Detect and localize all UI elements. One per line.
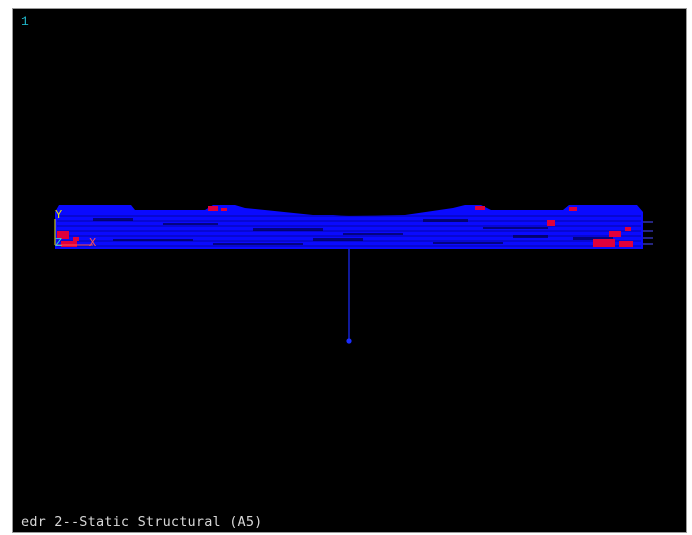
right-edge-ticks (643, 221, 653, 245)
window-number-label: 1 (21, 14, 29, 29)
axis-triad (54, 219, 93, 246)
triad-y-label: Y (55, 208, 63, 222)
graphics-viewport[interactable]: 1 (12, 8, 687, 533)
analysis-caption: edr 2--Static Structural (A5) (21, 514, 263, 530)
mesh-hotspots (57, 206, 633, 247)
triad-x-label: X (89, 236, 97, 250)
triad-z-label: Z (55, 236, 63, 250)
fe-mesh-model[interactable] (13, 9, 687, 533)
mesh-texture-dark (93, 218, 613, 245)
remote-point-node[interactable] (346, 338, 352, 344)
mesh-texture (57, 215, 641, 247)
